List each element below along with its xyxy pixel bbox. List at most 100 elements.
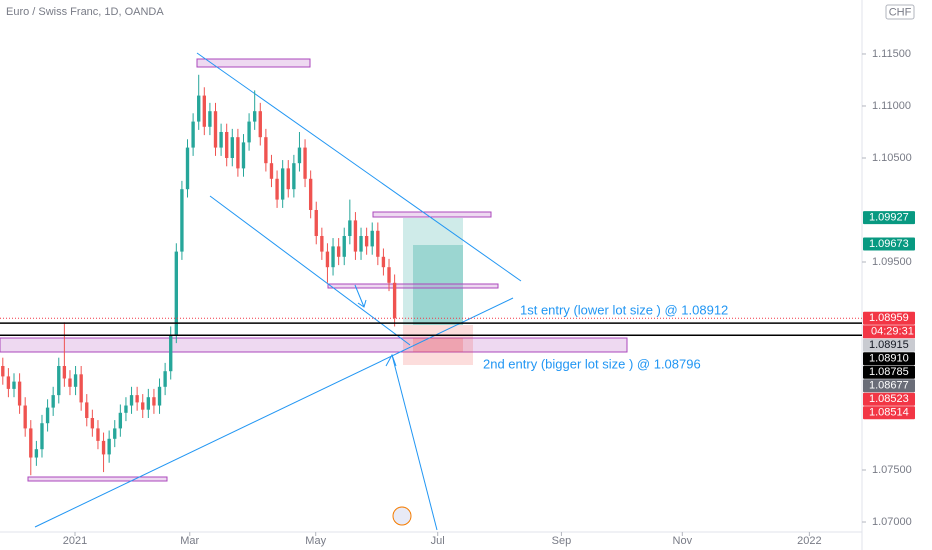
arrow-head xyxy=(357,299,367,308)
candle-body xyxy=(325,251,330,268)
candle-body xyxy=(280,168,285,200)
candle-body xyxy=(314,209,318,236)
candle-body xyxy=(381,256,386,268)
trend-line xyxy=(34,297,514,528)
arrow-head xyxy=(385,353,397,367)
chart-title: Euro / Swiss Franc, 1D, OANDA xyxy=(6,6,164,18)
zone xyxy=(372,211,492,218)
currency-box[interactable] xyxy=(885,4,915,20)
candle-body xyxy=(51,395,55,408)
x-tick-label: Sep xyxy=(552,535,572,547)
candle-body xyxy=(107,438,111,455)
x-tick-label: Mar xyxy=(180,535,199,547)
candle-body xyxy=(113,428,117,439)
candle-body xyxy=(387,267,391,283)
candle-body xyxy=(241,142,246,169)
x-tick-label: 2022 xyxy=(797,535,821,547)
price-label-box xyxy=(863,311,915,325)
candle-body xyxy=(286,168,290,190)
candle-body xyxy=(57,366,61,396)
logo xyxy=(392,506,412,526)
price-label-box xyxy=(863,392,915,406)
candle-body xyxy=(342,235,346,257)
price-label-box xyxy=(863,352,915,366)
price-label: 1.08514 xyxy=(869,407,909,419)
candle-body xyxy=(169,334,173,372)
price-label-box xyxy=(863,211,915,225)
candle-body xyxy=(23,405,27,429)
y-tick-label: 1.11000 xyxy=(872,100,911,112)
candle-body xyxy=(163,371,167,387)
target-zone xyxy=(403,218,463,325)
candle-body xyxy=(79,374,83,403)
candle-body xyxy=(353,220,358,252)
candle-body xyxy=(297,147,302,164)
candle-body xyxy=(157,386,162,406)
candle-body xyxy=(197,95,201,122)
candle-body xyxy=(73,374,78,387)
candle-body xyxy=(269,163,274,179)
price-label-box xyxy=(863,379,915,393)
annotation: 2nd entry (bigger lot size ) @ 1.08796 xyxy=(483,357,701,372)
candle-body xyxy=(348,220,352,236)
candle-body xyxy=(336,246,341,257)
price-label-box xyxy=(863,338,915,352)
candle-body xyxy=(185,147,190,190)
candle-body xyxy=(331,246,335,268)
candle-body xyxy=(359,235,363,252)
arrow xyxy=(391,354,438,531)
candle-body xyxy=(90,418,95,429)
price-label: 1.08523 xyxy=(869,393,909,405)
y-tick-label: 1.07000 xyxy=(872,516,912,528)
candle-body xyxy=(68,378,72,387)
y-tick-label: 1.11500 xyxy=(872,48,911,60)
candle-body xyxy=(180,189,184,252)
candle-body xyxy=(118,412,123,429)
candle-body xyxy=(129,395,134,406)
candle-body xyxy=(225,131,229,158)
price-label: 1.08915 xyxy=(869,339,909,351)
candle-body xyxy=(376,230,380,257)
candle-body xyxy=(230,137,234,158)
candle-body xyxy=(45,407,50,424)
candle-body xyxy=(275,178,279,200)
zone xyxy=(27,476,168,482)
candle-body xyxy=(364,235,369,247)
candle-body xyxy=(34,449,39,458)
currency: CHF xyxy=(889,6,912,18)
candle-body xyxy=(236,137,240,169)
zone xyxy=(196,58,311,68)
price-label-box xyxy=(863,406,915,420)
candle-body xyxy=(124,405,128,413)
candle-body xyxy=(141,402,145,410)
price-label: 1.08910 xyxy=(869,353,909,365)
candle-body xyxy=(191,121,195,148)
candle-body xyxy=(213,111,218,148)
candle-body xyxy=(258,111,262,138)
price-label: 1.08785 xyxy=(869,366,909,378)
candle-body xyxy=(17,381,22,406)
candles xyxy=(1,74,397,476)
candle-body xyxy=(29,428,33,458)
candle-body xyxy=(40,423,44,450)
x-tick-label: 2021 xyxy=(63,535,87,547)
candle-body xyxy=(208,111,212,127)
price-label-box xyxy=(863,365,915,379)
zone xyxy=(327,283,499,289)
candle-body xyxy=(320,235,324,252)
candle-body xyxy=(370,230,374,247)
target-zone xyxy=(413,245,463,325)
annotation: 1st entry (lower lot size ) @ 1.08912 xyxy=(520,303,728,318)
price-label: 1.08677 xyxy=(869,380,909,392)
candle-body xyxy=(12,381,16,389)
y-tick-label: 1.09500 xyxy=(872,256,912,268)
arrow xyxy=(354,284,365,308)
candle-body xyxy=(1,366,5,377)
candle-body xyxy=(247,121,251,143)
candle-body xyxy=(292,163,296,190)
candle-body xyxy=(62,366,67,379)
candle-body xyxy=(308,178,313,210)
candle-body xyxy=(146,397,151,410)
price-label: 1.09673 xyxy=(869,238,909,250)
